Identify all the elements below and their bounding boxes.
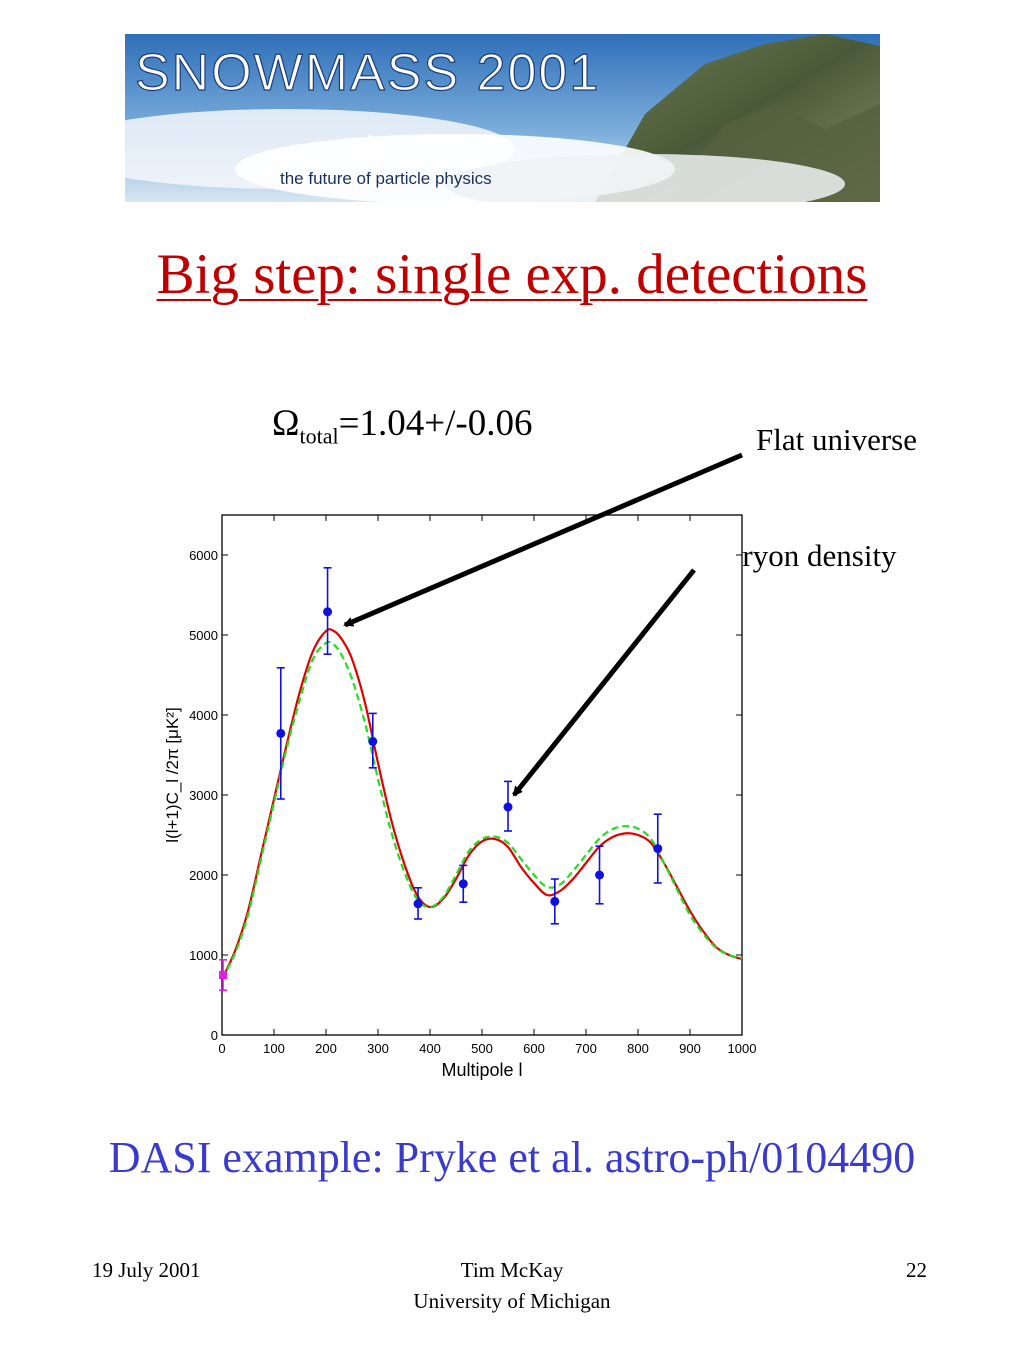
flat-universe-annotation: Flat universe: [756, 422, 917, 457]
y-tick-label: 5000: [189, 628, 218, 643]
x-tick-label: 500: [471, 1041, 493, 1056]
x-tick-label: 800: [627, 1041, 649, 1056]
plot-area: 0 100 200 300 400 500 600 700 800 900 1000 0 1000 200…: [163, 514, 757, 1080]
y-tick-label: 3000: [189, 788, 218, 803]
x-tick-label: 900: [679, 1041, 701, 1056]
plot-frame: [221, 514, 743, 1036]
slide-title: Big step: single exp. detections: [156, 243, 868, 306]
data-point: [550, 896, 560, 906]
x-tick-label: 0: [218, 1041, 225, 1056]
data-point: [323, 607, 333, 617]
snowmass-banner: SNOWMASS 2001 the future of particle phy…: [125, 34, 880, 202]
y-tick-label: 0: [211, 1028, 218, 1043]
flat-universe-arrow: [343, 452, 743, 628]
data-point: [503, 802, 513, 812]
omega-subscript: total: [299, 423, 339, 449]
x-tick-label: 100: [263, 1041, 285, 1056]
data-point: [653, 844, 663, 854]
footer-page-number: 22: [906, 1258, 927, 1282]
x-tick-label: 200: [315, 1041, 337, 1056]
banner-title: SNOWMASS 2001: [135, 44, 600, 102]
baryon-density-arrow: [512, 568, 696, 797]
omega-symbol: Ω: [272, 403, 300, 444]
footer-author: Tim McKay: [460, 1258, 564, 1282]
citation-caption: DASI example: Pryke et al. astro-ph/0104…: [108, 1133, 916, 1182]
footer-date: 19 July 2001: [92, 1258, 201, 1282]
x-tick-label: 400: [419, 1041, 441, 1056]
omega-total-label: Ωtotal=1.04+/-0.06: [272, 402, 532, 449]
y-axis-label: l(l+1)C_l /2π [μK²]: [163, 707, 182, 842]
y-tick-label: 4000: [189, 708, 218, 723]
y-tick-label: 2000: [189, 868, 218, 883]
x-tick-label: 600: [523, 1041, 545, 1056]
x-tick-label: 300: [367, 1041, 389, 1056]
banner-image: SNOWMASS 2001 the future of particle phy…: [125, 34, 880, 202]
model-curve-dashed: [221, 640, 743, 980]
data-point: [595, 870, 605, 880]
x-tick-label: 1000: [728, 1041, 757, 1056]
y-tick-label: 1000: [189, 948, 218, 963]
footer-institution: University of Michigan: [413, 1289, 611, 1313]
data-point: [219, 971, 228, 979]
data-point: [368, 736, 378, 746]
data-point: [458, 879, 468, 889]
x-tick-label: 700: [575, 1041, 597, 1056]
model-curve-solid: [221, 628, 743, 980]
data-point: [413, 899, 423, 909]
power-spectrum-chart: 0 100 200 300 400 500 600 700 800 900 1000 0 1000 200…: [163, 452, 757, 1080]
banner-tagline: the future of particle physics: [280, 169, 492, 188]
y-tick-label: 6000: [189, 548, 218, 563]
x-axis-label: Multipole l: [441, 1060, 522, 1080]
data-point: [276, 728, 286, 738]
omega-value: =1.04+/-0.06: [338, 403, 533, 444]
